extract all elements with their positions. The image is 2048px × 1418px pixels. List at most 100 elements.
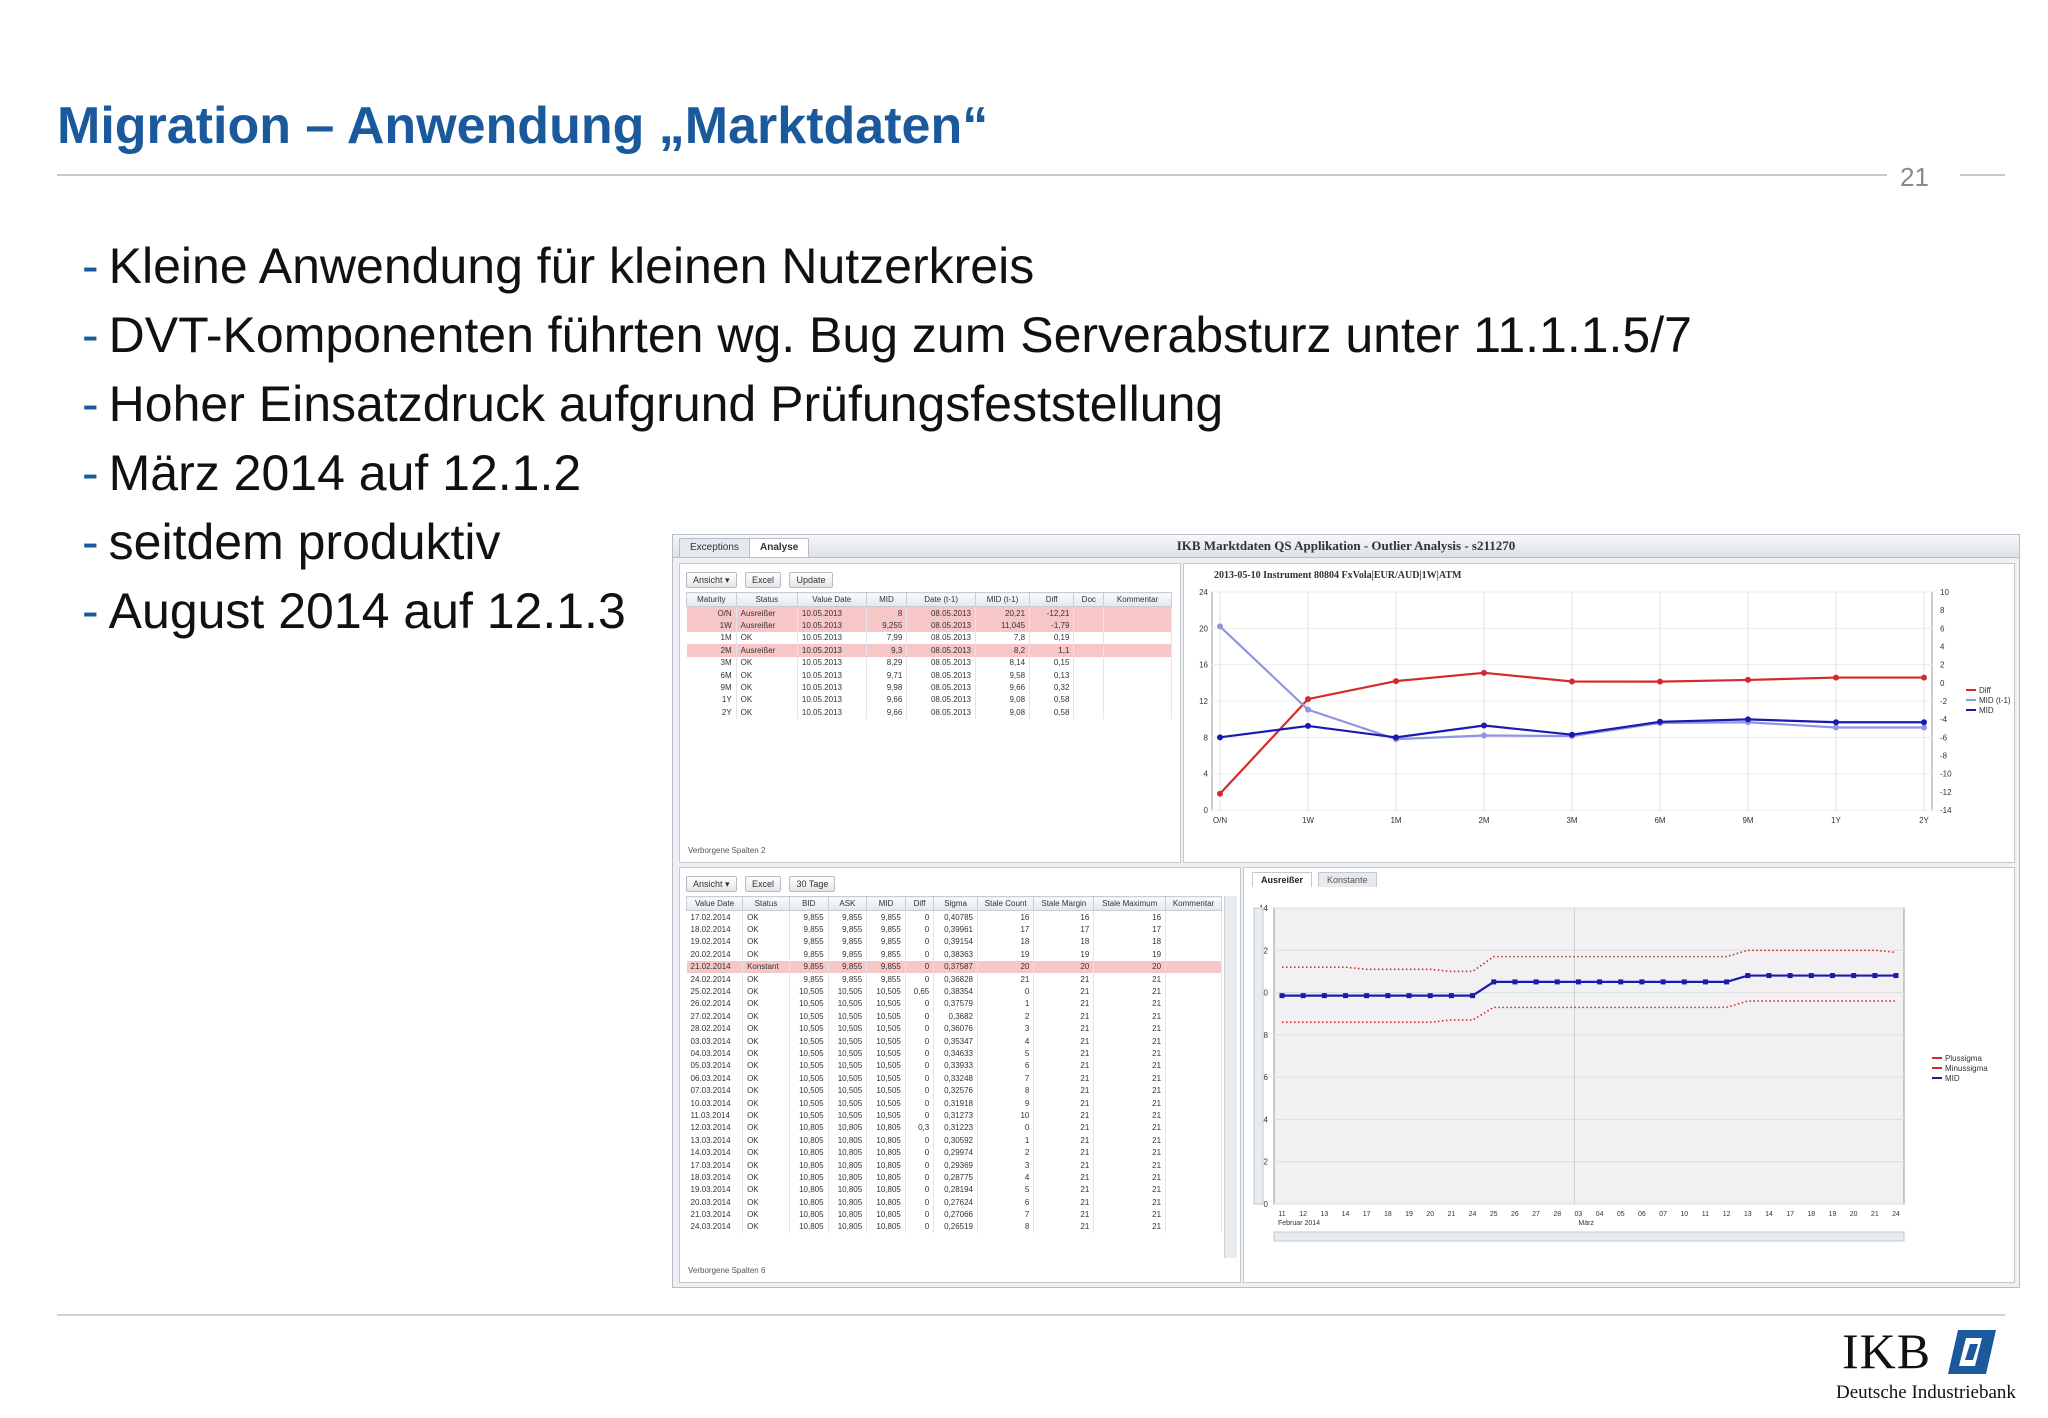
table-cell: 10,805 — [828, 1208, 868, 1221]
table-cell: 25.02.2014 — [686, 985, 744, 998]
table-cell — [1073, 631, 1105, 645]
table-row[interactable]: O/N Ausreißer 10.05.2013 8 08.05.2013 20,21 -1… — [686, 606, 1172, 620]
table-cell: 10,505 — [828, 1059, 868, 1073]
table-cell: 21 — [1033, 1096, 1095, 1110]
column-header[interactable]: Value Date — [796, 592, 867, 607]
table-cell: 0,27066 — [933, 1208, 978, 1221]
logo-wordmark: IKB — [1842, 1323, 1932, 1379]
table-cell: 10.05.2013 — [797, 693, 867, 707]
table-row[interactable]: 26.02.2014 OK 10,505 10,505 10,505 0 0,37579 1 2… — [686, 997, 1222, 1011]
table-cell: 10,805 — [866, 1208, 906, 1221]
table-cell: 10,505 — [789, 1010, 829, 1023]
column-header[interactable]: Value Date — [685, 896, 744, 911]
column-header[interactable]: Date (t-1) — [906, 592, 976, 607]
table-cell: 10,505 — [828, 997, 868, 1011]
y-right-tick-label: 4 — [1940, 643, 1945, 652]
table-row[interactable]: 1M OK 10.05.2013 7,99 08.05.2013 7,8 0,19 — [686, 631, 1172, 645]
table-row[interactable]: 19.02.2014 OK 9,855 9,855 9,855 0 0,39154 18 18 1… — [686, 935, 1222, 949]
table-row[interactable]: 27.02.2014 OK 10,505 10,505 10,505 0 0,3682 2 21… — [686, 1010, 1222, 1023]
table-row[interactable]: 1W Ausreißer 10.05.2013 9,255 08.05.2013 11,0… — [686, 619, 1172, 632]
table-row[interactable]: 14.03.2014 OK 10,805 10,805 10,805 0 0,29974 2 2… — [686, 1146, 1222, 1159]
tab-ausreisser[interactable]: Ausreißer — [1252, 872, 1313, 887]
column-header[interactable]: MID — [866, 896, 906, 911]
hidden-columns-label[interactable]: Verborgene Spalten 6 — [688, 1266, 766, 1275]
series-line — [1282, 974, 1896, 997]
table-cell: 21 — [1093, 1010, 1167, 1023]
table-row[interactable]: 24.02.2014 OK 9,855 9,855 9,855 0 0,36828 21 21 2… — [686, 972, 1222, 986]
table-cell: 21.02.2014 — [686, 960, 744, 973]
column-header[interactable]: Doc — [1073, 592, 1105, 607]
outlier-chart-panel: Ausreißer Konstante 0 2 4 6 8 10 12 14 11 12 13 14 1… — [1243, 867, 2015, 1283]
table-cell: 21 — [1033, 1022, 1095, 1035]
table-row[interactable]: 1Y OK 10.05.2013 9,66 08.05.2013 9,08 0,58 — [686, 693, 1172, 707]
column-header[interactable]: Kommentar — [1103, 592, 1172, 607]
table-cell: 10.05.2013 — [797, 668, 867, 682]
table-row[interactable]: 05.03.2014 OK 10,505 10,505 10,505 0 0,33933 6 2… — [686, 1059, 1222, 1073]
tab-konstante[interactable]: Konstante — [1318, 872, 1377, 887]
column-header[interactable]: Stale Count — [976, 896, 1035, 911]
vertical-scrollbar[interactable] — [1224, 896, 1237, 1258]
column-header[interactable]: Stale Margin — [1033, 896, 1095, 911]
column-header[interactable]: Sigma — [933, 896, 978, 911]
y-right-tick-label: -10 — [1940, 770, 1952, 779]
table-row[interactable]: 19.03.2014 OK 10,805 10,805 10,805 0 0,28194 5 2… — [686, 1183, 1222, 1196]
table-row[interactable]: 18.03.2014 OK 10,805 10,805 10,805 0 0,28775 4 2… — [686, 1171, 1222, 1184]
column-header[interactable]: MID (t-1) — [974, 592, 1031, 607]
view-menu-button[interactable]: Ansicht ▾ — [686, 572, 737, 588]
table-row[interactable]: 20.02.2014 OK 9,855 9,855 9,855 0 0,38363 19 19 1… — [686, 948, 1222, 961]
tab-analyse[interactable]: Analyse — [749, 538, 810, 557]
update-button[interactable]: Update — [789, 572, 833, 588]
table-row[interactable]: 12.03.2014 OK 10,805 10,805 10,805 0,3 0,31223… — [686, 1121, 1222, 1135]
table-row[interactable]: 25.02.2014 OK 10,505 10,505 10,505 0,65 0,3835… — [686, 985, 1222, 998]
table-row[interactable]: 03.03.2014 OK 10,505 10,505 10,505 0 0,35347 4 2… — [686, 1034, 1222, 1048]
table-row[interactable]: 6M OK 10.05.2013 9,71 08.05.2013 9,58 0,13 — [686, 668, 1172, 682]
table-row[interactable]: 2M Ausreißer 10.05.2013 9,3 08.05.2013 8,2 1,1 — [686, 644, 1172, 657]
table-row[interactable]: 3M OK 10.05.2013 8,29 08.05.2013 8,14 0,15 — [686, 656, 1172, 669]
table-row[interactable]: 04.03.2014 OK 10,505 10,505 10,505 0 0,34633 5 2… — [686, 1047, 1222, 1060]
table-cell: 21 — [1093, 985, 1167, 998]
column-header[interactable]: Kommentar — [1165, 896, 1222, 911]
excel-export-button[interactable]: Excel — [745, 876, 782, 892]
column-header[interactable]: ASK — [827, 896, 868, 911]
column-header[interactable]: Status — [735, 592, 798, 607]
legend-label: Minussigma — [1945, 1064, 1988, 1073]
table-row[interactable]: 10.03.2014 OK 10,505 10,505 10,505 0 0,31918 9 2… — [686, 1096, 1222, 1110]
table-row[interactable]: 21.03.2014 OK 10,805 10,805 10,805 0 0,27066 7 2… — [686, 1208, 1222, 1221]
table-row[interactable]: 07.03.2014 OK 10,505 10,505 10,505 0 0,32576 8 2… — [686, 1084, 1222, 1097]
column-header[interactable]: MID — [865, 592, 908, 607]
data-point — [1321, 993, 1327, 999]
table-cell: 10,805 — [828, 1183, 868, 1196]
table-row[interactable]: 21.02.2014 Konstant 9,855 9,855 9,855 0 0,3758… — [686, 960, 1222, 973]
column-header[interactable]: BID — [788, 896, 829, 911]
hidden-columns-label[interactable]: Verborgene Spalten 2 — [688, 846, 766, 855]
table-row[interactable]: 17.03.2014 OK 10,805 10,805 10,805 0 0,29369 3 2… — [686, 1158, 1222, 1172]
column-header[interactable]: Maturity — [686, 592, 737, 607]
column-header[interactable]: Status — [742, 896, 790, 911]
table-row[interactable]: 17.02.2014 OK 9,855 9,855 9,855 0 0,40785 16 16 1… — [686, 910, 1222, 924]
table-row[interactable]: 13.03.2014 OK 10,805 10,805 10,805 0 0,30592 1 2… — [686, 1134, 1222, 1147]
table-row[interactable]: 11.03.2014 OK 10,505 10,505 10,505 0 0,31273 10… — [686, 1109, 1222, 1122]
y-right-tick-label: -2 — [1940, 697, 1948, 706]
table-row[interactable]: 18.02.2014 OK 9,855 9,855 9,855 0 0,39961 17 17 1… — [686, 923, 1222, 936]
table-cell: 0 — [905, 1183, 935, 1196]
table-cell: OK — [742, 935, 790, 949]
column-header[interactable]: Diff — [904, 896, 935, 911]
table-cell: 9,855 — [789, 948, 829, 961]
table-row[interactable]: 06.03.2014 OK 10,505 10,505 10,505 0 0,33248 7 2… — [686, 1072, 1222, 1085]
bullet-text: August 2014 auf 12.1.3 — [108, 583, 626, 639]
x-tick-label: 19 — [1829, 1211, 1837, 1218]
table-cell: 21 — [1093, 1220, 1167, 1234]
table-row[interactable]: 9M OK 10.05.2013 9,98 08.05.2013 9,66 0,32 — [686, 681, 1172, 694]
table-row[interactable]: 20.03.2014 OK 10,805 10,805 10,805 0 0,27624 6 2… — [686, 1195, 1222, 1209]
table-row[interactable]: 24.03.2014 OK 10,805 10,805 10,805 0 0,26519 8 2… — [686, 1220, 1222, 1234]
table-cell — [1165, 1047, 1222, 1060]
table-cell: 10,505 — [828, 1022, 868, 1035]
table-row[interactable]: 2Y OK 10.05.2013 9,66 08.05.2013 9,08 0,58 — [686, 706, 1172, 719]
column-header[interactable]: Diff — [1029, 592, 1075, 607]
thirty-days-button[interactable]: 30 Tage — [789, 876, 836, 892]
column-header[interactable]: Stale Maximum — [1093, 896, 1167, 911]
view-menu-button[interactable]: Ansicht ▾ — [686, 876, 737, 892]
excel-export-button[interactable]: Excel — [745, 572, 782, 588]
table-row[interactable]: 28.02.2014 OK 10,505 10,505 10,505 0 0,36076 3 2… — [686, 1022, 1222, 1035]
table-cell — [1165, 1096, 1222, 1110]
